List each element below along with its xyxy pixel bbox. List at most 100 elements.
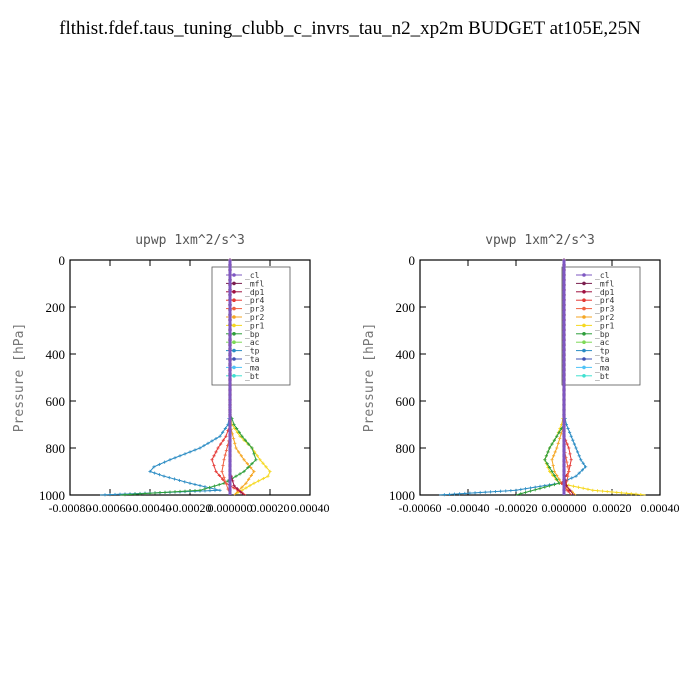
series-marker — [228, 358, 232, 362]
series-marker — [232, 437, 236, 441]
series-marker — [577, 471, 581, 475]
series-marker — [566, 465, 570, 469]
series-marker — [228, 338, 232, 342]
series-marker — [240, 434, 244, 438]
series-marker — [221, 477, 225, 481]
series-marker — [228, 318, 232, 322]
series-marker — [562, 413, 566, 417]
series-marker — [562, 468, 566, 472]
series-marker — [224, 434, 228, 438]
series-marker — [188, 481, 192, 485]
series-marker — [442, 493, 446, 497]
series-marker — [562, 328, 566, 332]
series-marker — [596, 489, 600, 493]
series-marker — [264, 465, 268, 469]
series-marker — [239, 490, 243, 494]
series-marker — [203, 487, 207, 491]
legend-label: _cl — [245, 271, 260, 280]
series-marker — [228, 378, 232, 382]
series-marker — [634, 492, 638, 496]
series-marker — [228, 263, 232, 267]
series-marker — [567, 446, 571, 450]
series-marker — [228, 328, 232, 332]
series-marker — [168, 490, 172, 494]
series-marker — [228, 273, 232, 277]
y-tick-label: 0 — [59, 253, 66, 268]
series-marker — [562, 408, 566, 412]
legend-marker — [232, 290, 236, 294]
series-marker — [562, 348, 566, 352]
legend-label: _cl — [595, 271, 610, 280]
series-marker — [565, 442, 569, 446]
series-marker — [559, 432, 563, 436]
series-marker — [148, 469, 152, 474]
series-marker — [566, 474, 570, 478]
series-marker — [562, 308, 566, 312]
series-marker — [548, 484, 552, 488]
series-marker — [250, 446, 254, 450]
series-marker — [562, 438, 566, 442]
legend-marker — [582, 306, 586, 311]
series-marker — [566, 489, 570, 493]
series-marker — [581, 486, 585, 490]
series-marker — [562, 478, 566, 482]
series-marker — [228, 458, 232, 462]
series-marker — [228, 488, 232, 492]
series-marker — [562, 333, 566, 337]
series-marker — [228, 433, 232, 437]
series-marker — [193, 488, 197, 493]
series-marker — [228, 333, 232, 337]
chart-panel-2: vpwp 1xm^2/s^3 Pressure [hPa] 0 200 400 600 80… — [362, 233, 680, 515]
series-marker — [568, 464, 572, 468]
series-marker — [570, 476, 574, 480]
series-marker — [237, 430, 241, 434]
series-marker — [562, 338, 566, 342]
series-marker — [208, 489, 212, 493]
legend-label: _tp — [595, 347, 610, 356]
legend-box — [211, 266, 291, 386]
series-marker — [551, 464, 555, 468]
legend-marker — [582, 348, 586, 353]
legend-marker — [232, 357, 236, 361]
x-tick-label: 0.000000 — [208, 501, 253, 515]
y-tick-label: 400 — [46, 347, 66, 362]
series-marker — [173, 456, 177, 460]
y-tick-label: 0 — [409, 253, 416, 268]
legend-marker — [582, 290, 586, 294]
series-marker — [188, 489, 192, 493]
series-marker — [463, 491, 467, 496]
legend-marker — [582, 357, 586, 361]
legend-label: _pr4 — [595, 296, 614, 305]
series-marker — [247, 477, 251, 481]
series-marker — [167, 476, 171, 480]
series-marker — [128, 492, 132, 497]
series-marker — [235, 487, 239, 491]
series-marker — [499, 489, 503, 493]
series-marker — [123, 493, 127, 497]
series-marker — [562, 473, 566, 477]
series-marker — [233, 441, 237, 445]
series-marker — [221, 438, 225, 442]
legend-marker — [232, 323, 236, 328]
series-marker — [178, 489, 182, 494]
series-marker — [556, 441, 560, 445]
series-marker — [562, 363, 566, 367]
series-marker — [148, 491, 152, 495]
series-marker — [252, 469, 256, 474]
x-tick-label: 0.00040 — [291, 501, 330, 515]
series-marker — [579, 458, 583, 462]
series-marker — [228, 288, 232, 292]
series-marker — [524, 490, 528, 494]
series-marker — [247, 442, 251, 446]
series-marker — [163, 460, 167, 464]
series-marker — [555, 434, 559, 438]
series-marker — [228, 473, 232, 477]
series-marker — [212, 484, 216, 488]
series-marker — [562, 383, 566, 387]
series-marker — [569, 458, 573, 462]
series-marker — [576, 485, 580, 489]
legend-marker — [232, 365, 236, 370]
series-marker — [552, 473, 556, 478]
series-marker — [228, 403, 232, 407]
series-marker — [228, 373, 232, 377]
